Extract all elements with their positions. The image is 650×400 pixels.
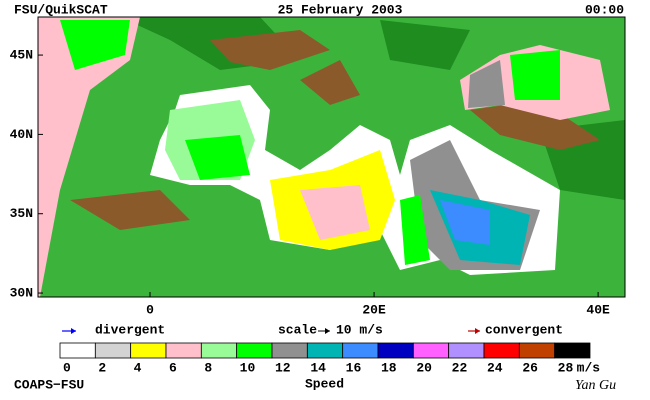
colorbar-box [94,342,132,359]
colorbar-label: 8 [204,360,212,375]
scale-arrow-head [325,328,330,334]
colorbar-box [554,342,591,359]
colorbar-box [342,342,379,359]
black-sea-green [510,50,560,100]
source: FSU/QuikSCAT [14,2,108,17]
lon-label: 40E [586,302,610,317]
colorbar-box [200,342,238,359]
mountains [70,30,600,230]
colorbar-title: Speed [305,376,344,391]
sea-central-pink [300,185,370,240]
colorbar-label: 6 [169,360,177,375]
colorbar-box [412,342,450,359]
time: 00:00 [585,2,624,17]
lat-label: 30N [10,285,33,300]
institution: COAPS−FSU [14,377,84,392]
colorbar-box [236,342,273,359]
divergent-arrow-head [71,328,76,334]
atlantic-green [60,20,130,70]
colorbar-label: 18 [381,360,397,375]
colorbar-unit: m/s [577,360,601,375]
author: Yan Gu [575,378,616,393]
lat-label: 35N [10,206,33,221]
colorbar-label: 20 [416,360,432,375]
colorbar-box [483,342,520,359]
atlantic [38,17,140,297]
colorbar-box [165,342,202,359]
sea-east-green [400,195,430,265]
divergent-label: divergent [95,322,165,337]
colorbar-box [59,342,96,359]
scale-label: scale [278,322,317,337]
colorbar-box [130,342,167,359]
convergent-label: convergent [485,322,563,337]
colorbar-label: 16 [346,360,362,375]
colorbar-box [306,342,344,359]
convergent-arrow-head [475,328,480,334]
black-sea-gray [468,60,505,108]
lon-label: 0 [146,302,154,317]
legend: divergent scale 10 m/s convergent [95,322,563,337]
colorbar-label: 22 [452,360,468,375]
lat-label: 45N [10,48,33,63]
colorbar-box [518,342,556,359]
scale-value: 10 m/s [336,322,383,337]
colorbar-label: 26 [522,360,538,375]
colorbar-label: 4 [134,360,142,375]
colorbar-box [377,342,414,359]
colorbar-box [271,342,308,359]
date: 25 February 2003 [278,2,403,17]
sea-west-strong [185,135,250,180]
colorbar-label: 10 [240,360,256,375]
colorbar-label: 14 [310,360,326,375]
colorbar-box [448,342,485,359]
colorbar-label: 0 [63,360,71,375]
lat-label: 40N [10,127,33,142]
colorbar-label: 12 [275,360,291,375]
colorbar-label: 2 [98,360,106,375]
lon-label: 20E [362,302,386,317]
colorbar-label: 28 [558,360,574,375]
colorbar-label: 24 [487,360,503,375]
map-frame [37,16,626,298]
map [37,16,626,298]
sea-east-blue [440,200,490,245]
